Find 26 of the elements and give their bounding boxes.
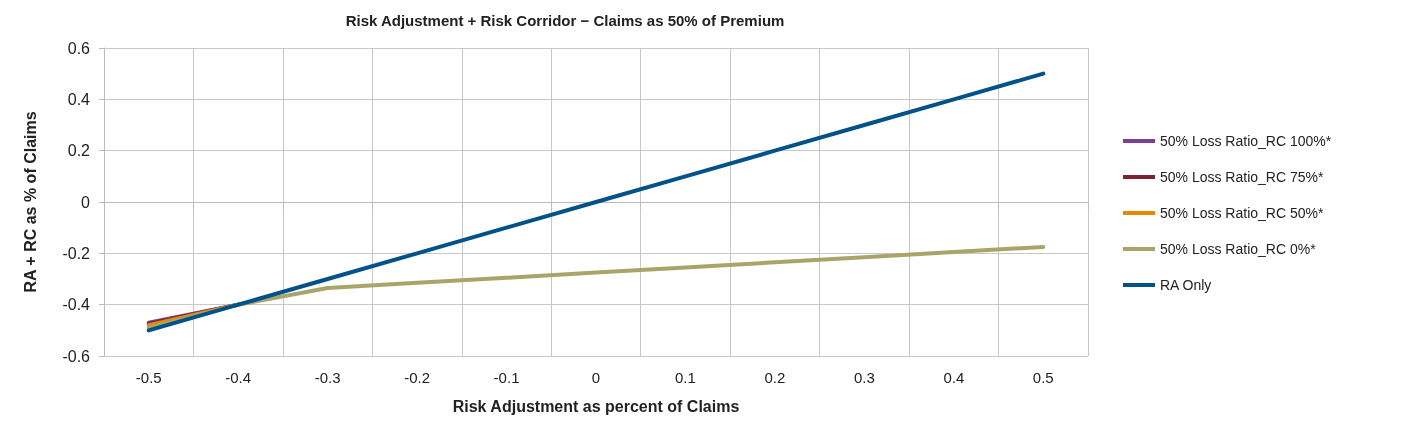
y-tick-label: -0.4 [62,296,91,314]
x-tick-label: 0.5 [1032,369,1054,386]
y-tick-label: 0.6 [67,39,91,57]
legend-label: RA Only [1160,277,1212,293]
y-tick-label: 0.4 [67,90,91,108]
x-tick-label: 0.3 [853,369,875,386]
y-tick-label: -0.6 [62,347,91,365]
x-tick-label: 0.2 [764,369,786,386]
legend-label: 50% Loss Ratio_RC 75%* [1160,169,1324,185]
y-tick-label: 0.2 [67,142,91,160]
x-tick-label: -0.3 [314,369,341,386]
chart-title: Risk Adjustment + Risk Corridor − Claims as 50% of Premium [345,12,785,29]
legend-label: 50% Loss Ratio_RC 50%* [1160,205,1324,221]
legend-label: 50% Loss Ratio_RC 100%* [1160,133,1332,149]
x-axis-title: Risk Adjustment as percent of Claims [452,397,740,415]
x-tick-label: -0.2 [404,369,431,386]
y-tick-label: -0.2 [62,244,91,262]
y-tick-label: 0 [81,193,91,211]
x-tick-label: -0.5 [135,369,162,386]
x-tick-label: -0.1 [493,369,520,386]
x-tick-label: -0.4 [225,369,252,386]
x-tick-label: 0 [591,369,601,386]
x-tick-label: 0.4 [943,369,965,386]
legend-label: 50% Loss Ratio_RC 0%* [1160,241,1317,257]
x-tick-label: 0.1 [675,369,696,386]
y-axis-title: RA + RC as % of Claims [21,111,39,293]
